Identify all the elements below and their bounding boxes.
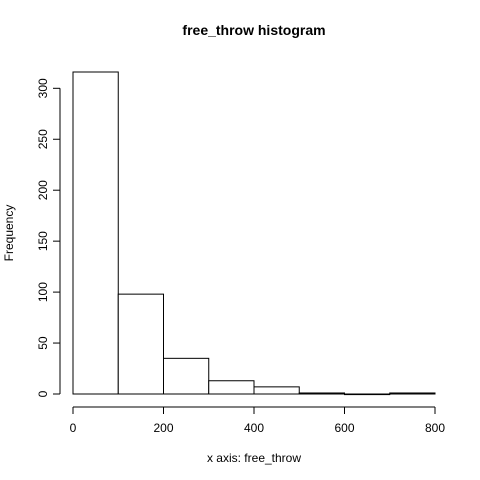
x-tick-label: 400 [244,421,264,435]
y-tick-label: 0 [36,390,50,397]
y-axis-label: Frequency [2,205,16,262]
x-axis-label: x axis: free_throw [207,451,301,465]
histogram-bar-0 [72,71,119,395]
bars-group [72,71,436,396]
y-tick-label: 50 [36,336,50,350]
histogram-bar-5 [298,392,345,395]
y-tick-label: 200 [36,180,50,200]
x-tick-label: 0 [70,421,77,435]
histogram-bar-2 [163,357,210,395]
histogram-bar-3 [208,380,255,395]
x-axis: 0 200 400 600 800 [70,406,445,435]
y-tick-label: 300 [36,78,50,98]
x-tick-label: 200 [153,421,173,435]
y-axis: 0 50 100 150 200 250 300 [36,78,61,397]
chart-title: free_throw histogram [182,22,325,38]
y-tick-label: 150 [36,231,50,251]
x-tick-label: 600 [334,421,354,435]
y-tick-label: 100 [36,282,50,302]
histogram-bar-6 [344,393,391,396]
histogram-bar-4 [253,386,300,395]
histogram-bar-7 [389,392,436,395]
y-tick-label: 250 [36,129,50,149]
histogram-bar-1 [117,293,164,395]
x-tick-label: 800 [425,421,445,435]
